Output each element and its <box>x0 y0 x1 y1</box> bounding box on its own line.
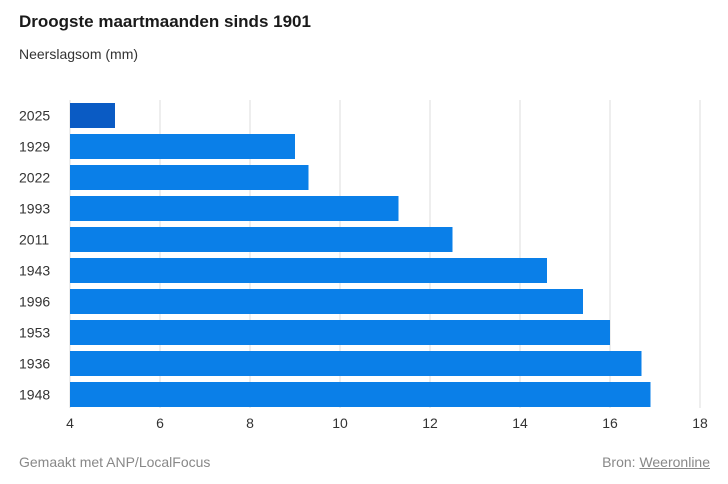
source-label: Bron: <box>602 454 636 470</box>
bar-1996 <box>70 289 583 314</box>
category-label: 1948 <box>19 387 50 403</box>
x-tick-label: 12 <box>422 415 438 431</box>
bar-1993 <box>70 196 399 221</box>
x-tick-label: 14 <box>512 415 528 431</box>
bar-1953 <box>70 320 610 345</box>
category-label: 1943 <box>19 263 50 279</box>
bar-1948 <box>70 382 651 407</box>
category-label: 1996 <box>19 294 50 310</box>
chart-title: Droogste maartmaanden sinds 1901 <box>19 12 311 31</box>
category-label: 2022 <box>19 170 50 186</box>
source-link[interactable]: Weeronline <box>639 454 710 470</box>
chart-subtitle: Neerslagsom (mm) <box>19 46 139 62</box>
bar-2022 <box>70 165 309 190</box>
bar-1929 <box>70 134 295 159</box>
x-tick-label: 10 <box>332 415 348 431</box>
source-attribution: Bron: Weeronline <box>602 454 710 470</box>
x-tick-label: 16 <box>602 415 618 431</box>
x-tick-label: 18 <box>692 415 708 431</box>
category-label: 1953 <box>19 325 50 341</box>
bar-2025 <box>70 103 115 128</box>
category-label: 1929 <box>19 139 50 155</box>
bar-2011 <box>70 227 453 252</box>
credit-text: Gemaakt met ANP/LocalFocus <box>19 454 211 470</box>
bar-1943 <box>70 258 547 283</box>
category-label: 2025 <box>19 108 50 124</box>
x-tick-label: 4 <box>66 415 74 431</box>
bar-chart: 4 6 8 10 12 14 16 18 2025 1929 2022 1993 2011 1943 199… <box>19 100 708 431</box>
x-tick-label: 8 <box>246 415 254 431</box>
category-label: 2011 <box>19 232 49 248</box>
category-label: 1936 <box>19 356 50 372</box>
x-tick-label: 6 <box>156 415 164 431</box>
category-label: 1993 <box>19 201 50 217</box>
bar-1936 <box>70 351 642 376</box>
